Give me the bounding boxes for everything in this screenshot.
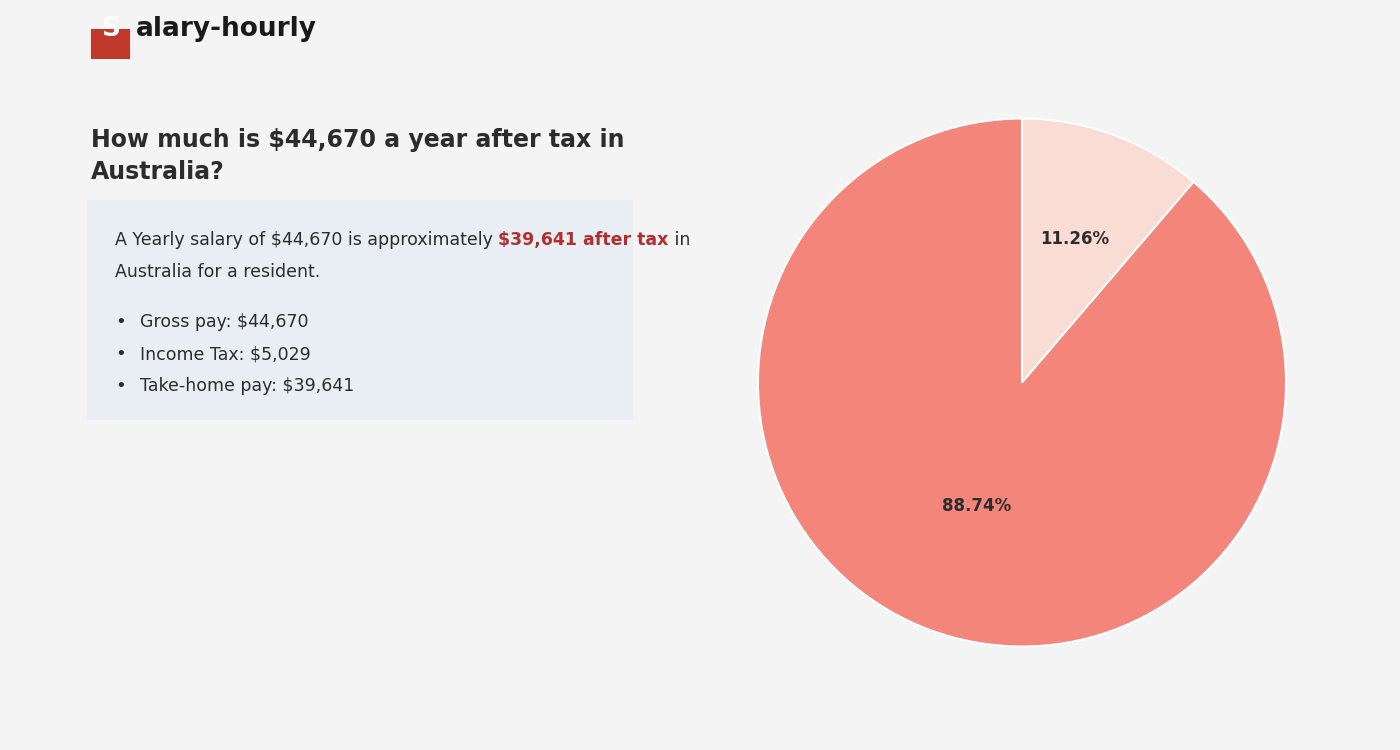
Text: How much is $44,670 a year after tax in: How much is $44,670 a year after tax in — [91, 128, 624, 152]
Text: •: • — [115, 313, 126, 331]
FancyBboxPatch shape — [87, 200, 633, 420]
Text: alary-hourly: alary-hourly — [136, 16, 316, 42]
Text: Income Tax: $5,029: Income Tax: $5,029 — [140, 345, 311, 363]
FancyBboxPatch shape — [91, 29, 130, 59]
Text: $39,641 after tax: $39,641 after tax — [498, 231, 669, 249]
Text: S: S — [101, 16, 120, 42]
Text: A Yearly salary of $44,670 is approximately: A Yearly salary of $44,670 is approximat… — [115, 231, 498, 249]
Text: Gross pay: $44,670: Gross pay: $44,670 — [140, 313, 308, 331]
Text: Australia?: Australia? — [91, 160, 225, 184]
Text: Australia for a resident.: Australia for a resident. — [115, 263, 321, 281]
Text: •: • — [115, 345, 126, 363]
Text: •: • — [115, 377, 126, 395]
Text: in: in — [669, 231, 690, 249]
Wedge shape — [1022, 118, 1194, 382]
Text: 88.74%: 88.74% — [942, 497, 1011, 515]
Text: Take-home pay: $39,641: Take-home pay: $39,641 — [140, 377, 354, 395]
Legend: Income Tax, Take-home Pay: Income Tax, Take-home Pay — [846, 0, 1198, 7]
Wedge shape — [757, 118, 1287, 646]
Text: 11.26%: 11.26% — [1040, 230, 1110, 248]
